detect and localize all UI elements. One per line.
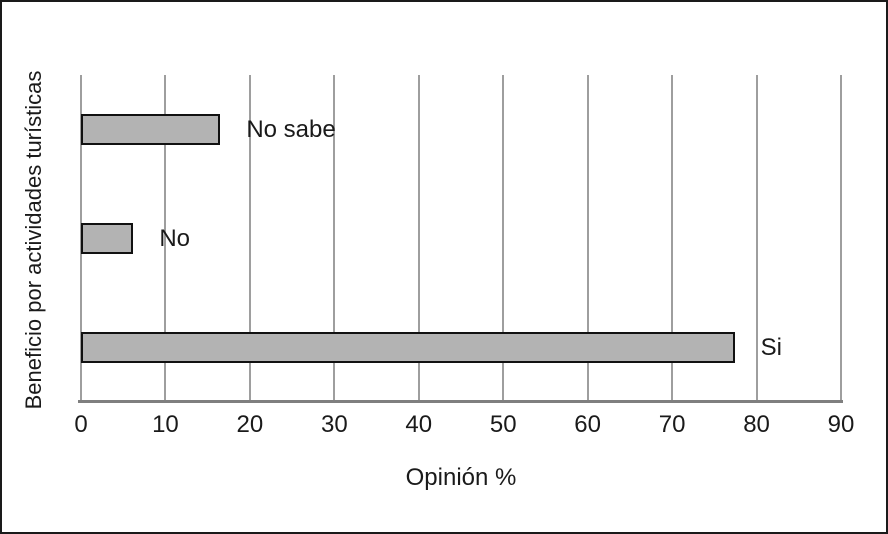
bar-no <box>81 223 134 254</box>
x-tick-label-10: 10 <box>152 411 179 438</box>
gridline-90 <box>840 75 842 402</box>
gridline-10 <box>164 75 167 402</box>
x-tick-label-0: 0 <box>74 411 88 438</box>
bar-label-si: Si <box>760 334 782 361</box>
y-axis-title-text: Beneficio por actividades turísticas <box>21 70 46 410</box>
x-axis-line <box>78 400 843 403</box>
gridline-50 <box>502 75 505 402</box>
gridline-30 <box>333 75 336 402</box>
gridline-60 <box>586 75 589 402</box>
bar-label-no-sabe: No sabe <box>246 116 336 143</box>
x-tick-label-20: 20 <box>236 411 264 438</box>
bar-no-sabe <box>81 114 221 145</box>
x-tick-label-40: 40 <box>405 411 433 438</box>
bar-si <box>81 332 735 363</box>
gridline-70 <box>671 75 674 402</box>
gridline-40 <box>417 75 420 402</box>
x-tick-label-50: 50 <box>489 411 517 438</box>
x-tick-label-70: 70 <box>658 411 686 438</box>
bar-label-no: No <box>159 225 191 252</box>
x-tick-label-90: 90 <box>827 411 855 438</box>
gridline-20 <box>248 75 251 402</box>
x-axis-title: Opinión % <box>405 464 517 491</box>
x-tick-label-80: 80 <box>743 411 770 438</box>
x-tick-label-60: 60 <box>574 411 601 438</box>
x-tick-label-30: 30 <box>320 411 348 438</box>
plot-area: No sabe No Si <box>78 75 843 403</box>
gridline-80 <box>755 75 758 402</box>
